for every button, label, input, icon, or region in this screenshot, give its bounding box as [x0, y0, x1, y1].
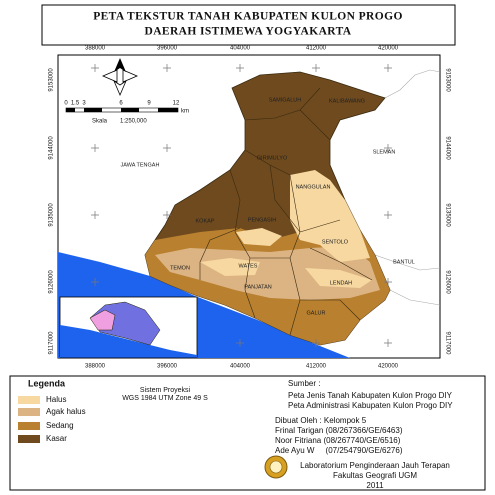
x-coord-label: 420000: [378, 364, 399, 370]
title-box: [41, 4, 456, 46]
y-coord-label: 9126000: [444, 270, 450, 294]
scale-tick: 12: [173, 101, 180, 107]
x-coord-label: 412000: [306, 46, 327, 52]
projection: Sistem Proyeksi: [140, 387, 191, 394]
legend-item: Halus: [46, 395, 66, 404]
legend-swatch: [18, 408, 40, 416]
scale-tick: 6: [119, 101, 123, 107]
legend-swatch: [18, 422, 40, 430]
y-coord-label: 9144000: [49, 136, 55, 160]
y-coord-label: 9117000: [444, 332, 450, 356]
lab: Fakultas Geografi UGM: [333, 471, 417, 480]
lab: 2011: [366, 481, 384, 490]
x-coord-label: 396000: [157, 46, 178, 52]
author: Frinal Tarigan (08/267366/GE/6463): [275, 426, 403, 435]
place-label: SAMIGALUH: [269, 97, 301, 103]
scale-ratio: 1:250,000: [120, 119, 147, 125]
scale-tick: 1.5: [71, 101, 80, 107]
scale-label: Skala: [92, 119, 108, 125]
neighbour-boundary: [374, 69, 441, 306]
title: PETA TEKSTUR TANAH KABUPATEN KULON PROGO: [93, 11, 403, 23]
legend-item: Kasar: [46, 434, 67, 443]
projection: WGS 1984 UTM Zone 49 S: [122, 395, 208, 402]
scale-tick: 3: [82, 101, 86, 107]
x-coord-label: 404000: [230, 46, 251, 52]
place-label: PENGASIH: [248, 217, 276, 223]
author: Dibuat Oleh : Kelompok 5: [275, 416, 367, 425]
place-label: KOKAP: [196, 218, 215, 224]
y-coord-label: 9153000: [444, 68, 450, 92]
y-coord-label: 9126000: [49, 270, 55, 294]
legend-item: Sedang: [46, 421, 74, 430]
halus-area: [200, 170, 372, 288]
scale-tick: 9: [147, 101, 151, 107]
y-coord-label: 9117000: [49, 331, 55, 355]
place-label: GALUR: [307, 310, 326, 316]
lab: Laboratorium Penginderaan Jauh Terapan: [300, 461, 450, 470]
x-coord-label: 404000: [230, 364, 251, 370]
x-coord-label: 420000: [378, 46, 399, 52]
grid-cross: [91, 64, 392, 347]
x-coord-label: 412000: [306, 364, 327, 370]
legend-swatch: [18, 435, 40, 443]
place-label: SENTOLO: [322, 239, 349, 245]
place-label: PANJATAN: [244, 284, 272, 290]
y-coord-label: 9135000: [49, 203, 55, 227]
map-content: [58, 64, 441, 358]
x-coord-label: 388000: [85, 46, 106, 52]
agak-halus-area: [155, 246, 380, 300]
place-label: TEMON: [170, 265, 190, 271]
title: DAERAH ISTIMEWA YOGYAKARTA: [144, 26, 351, 38]
author: Noor Fitriana (08/267740/GE/6516): [275, 436, 401, 445]
scale-tick: 0: [64, 101, 68, 107]
inset-kulonprogo: [89, 309, 116, 331]
place-label: WATES: [239, 263, 258, 269]
source: Sumber :: [288, 379, 320, 388]
place-label: LENDAH: [330, 280, 352, 286]
y-coord-label: 9135000: [444, 203, 450, 227]
place-label: BANTUL: [393, 259, 415, 265]
x-coord-label: 396000: [157, 364, 178, 370]
north-arrow: [101, 58, 139, 97]
place-label: NANGGULAN: [296, 184, 331, 190]
place-label: SLEMAN: [373, 149, 396, 155]
place-label: JAWA TENGAH: [121, 162, 160, 168]
y-coord-label: 9153000: [49, 68, 55, 92]
legend-swatch: [18, 396, 40, 404]
legend-title: Legenda: [28, 378, 66, 388]
place-label: GIRIMULYO: [257, 155, 288, 161]
district-boundary: [199, 87, 373, 336]
legend-box: [9, 375, 486, 491]
author: Ade Ayu W (07/254790/GE/6276): [275, 446, 403, 455]
scale-unit: km: [181, 109, 189, 115]
x-coord-label: 388000: [85, 364, 106, 370]
source: Peta Administrasi Kabupaten Kulon Progo …: [288, 401, 453, 410]
legend-item: Agak halus: [46, 407, 86, 416]
source: Peta Jenis Tanah Kabupaten Kulon Progo D…: [288, 391, 453, 400]
inset-sea: [60, 325, 197, 357]
scale-bar: [65, 107, 179, 113]
logo: [264, 455, 288, 479]
y-coord-label: 9144000: [444, 136, 450, 160]
place-label: KALIBAWANG: [329, 98, 365, 104]
